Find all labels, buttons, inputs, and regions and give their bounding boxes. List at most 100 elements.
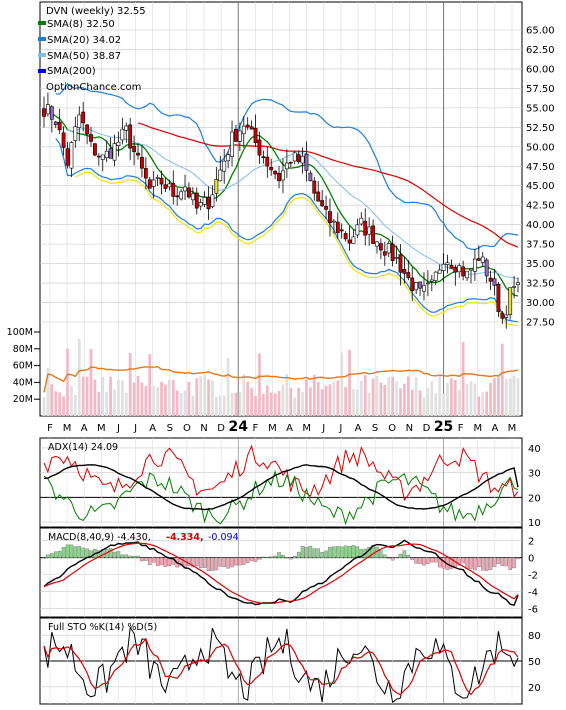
volume-bar xyxy=(156,387,159,416)
sto-panel-tick-label: 20 xyxy=(528,683,541,694)
volume-bar xyxy=(85,376,89,416)
candle-body xyxy=(476,258,481,261)
month-tick-label: J xyxy=(116,423,120,434)
volume-bar xyxy=(352,389,355,416)
candle-body xyxy=(406,272,411,278)
candle-body xyxy=(61,132,66,148)
macd-histogram-bar xyxy=(277,552,281,558)
candle-body xyxy=(77,114,82,128)
macd-histogram-bar xyxy=(89,550,93,558)
candle-body xyxy=(414,282,419,291)
macd-histogram-bar xyxy=(136,555,140,558)
macd-histogram-bar xyxy=(85,548,89,558)
candle-body xyxy=(206,196,211,210)
volume-bar xyxy=(430,381,434,416)
volume-bar xyxy=(195,378,199,416)
candle-body xyxy=(210,194,215,207)
adx-panel-tick-label: 30 xyxy=(528,469,541,480)
volume-bar xyxy=(58,392,62,416)
volume-bar xyxy=(234,392,238,416)
volume-bar xyxy=(77,338,81,416)
upper-band-line xyxy=(55,82,519,251)
month-tick-label: J xyxy=(321,423,325,434)
macd-histogram-bar xyxy=(281,555,285,558)
price-tick-label: 52.50 xyxy=(526,123,555,134)
month-tick-label: 25 xyxy=(434,419,453,435)
macd-line xyxy=(43,539,519,607)
volume-tick-label: 100M xyxy=(7,327,33,338)
candle-body xyxy=(339,229,344,232)
macd-histogram-bar xyxy=(328,547,332,558)
volume-bar xyxy=(309,387,312,416)
month-tick-label: M xyxy=(473,423,482,434)
macd-histogram-bar xyxy=(516,557,520,560)
macd-histogram-bar xyxy=(339,546,344,558)
month-tick-label: N xyxy=(200,423,207,434)
macd-histogram-bar xyxy=(265,556,270,558)
candle-body xyxy=(457,265,462,273)
candle-body xyxy=(347,239,352,244)
macd-histogram-bar xyxy=(484,557,489,571)
month-tick-label: A xyxy=(491,423,498,434)
candle-body xyxy=(179,191,184,200)
month-tick-label: N xyxy=(406,423,413,434)
macd-histogram-bar xyxy=(410,557,414,560)
month-tick-label: O xyxy=(388,423,396,434)
volume-bar xyxy=(489,382,492,416)
macd-histogram-bar xyxy=(324,550,328,558)
month-tick-label: J xyxy=(133,423,137,434)
macd-histogram-bar xyxy=(371,544,375,558)
candle-body xyxy=(222,160,227,172)
candle-body xyxy=(116,141,121,146)
candle-body xyxy=(132,145,136,153)
candle-body xyxy=(288,161,293,164)
candle-body xyxy=(128,124,133,149)
volume-bar xyxy=(461,342,465,416)
candle-body xyxy=(257,139,262,156)
volume-bar xyxy=(356,389,359,416)
price-tick-label: 57.50 xyxy=(526,84,555,95)
macd-histogram-bar xyxy=(245,557,250,564)
volume-bar xyxy=(297,387,300,416)
macd-histogram-bar xyxy=(132,555,136,558)
volume-bar xyxy=(215,396,218,416)
macd-histogram-bar xyxy=(144,557,148,561)
volume-bar xyxy=(410,389,414,416)
volume-bar xyxy=(222,395,226,416)
candle-body xyxy=(108,148,113,159)
volume-bar xyxy=(324,385,328,416)
macd-histogram-bar xyxy=(461,557,465,564)
candle-body xyxy=(57,121,62,131)
month-tick-label: M xyxy=(63,423,72,434)
volume-bar xyxy=(132,382,136,416)
volume-tick-label: 40M xyxy=(13,377,33,388)
volume-bar xyxy=(175,390,179,416)
candle-body xyxy=(85,124,89,135)
macd-histogram-bar xyxy=(488,557,493,570)
macd-histogram-bar xyxy=(261,556,266,558)
sto-d-line xyxy=(43,637,519,696)
price-tick-label: 45.00 xyxy=(526,181,555,192)
watermark: OptionChance.com xyxy=(46,82,141,93)
candle-body xyxy=(183,186,187,192)
macd-histogram-bar xyxy=(249,557,254,561)
macd-histogram-bar xyxy=(347,546,352,558)
volume-bar xyxy=(152,386,156,416)
price-layer xyxy=(42,82,520,329)
month-tick-label: S xyxy=(167,423,173,434)
candle-body xyxy=(187,187,191,198)
candle-body xyxy=(363,220,368,236)
macd-histogram-bar xyxy=(54,551,58,558)
candle-body xyxy=(508,287,513,316)
legend-title: DVN (weekly) 32.55 xyxy=(46,6,146,17)
volume-bar xyxy=(120,380,124,416)
macd-histogram-bar xyxy=(316,548,320,558)
macd-histogram-bar xyxy=(496,557,501,564)
candle-body xyxy=(249,126,254,130)
candle-body xyxy=(378,243,383,251)
macd-histogram-bar xyxy=(394,556,399,558)
volume-bar xyxy=(97,391,101,416)
volume-bar xyxy=(497,376,500,416)
volume-bar xyxy=(226,358,230,416)
volume-bar xyxy=(117,380,120,416)
